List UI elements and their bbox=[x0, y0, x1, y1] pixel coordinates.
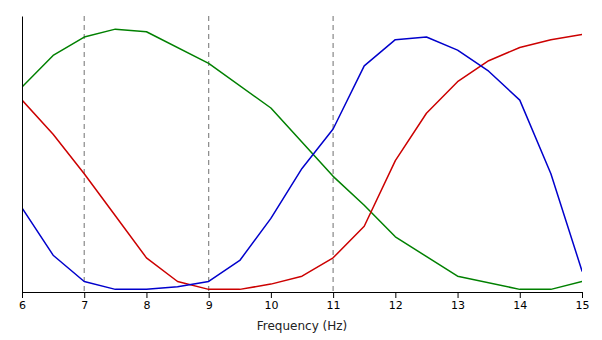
tick-label: 10 bbox=[264, 299, 278, 312]
tick-mark bbox=[582, 292, 583, 298]
y-axis bbox=[22, 17, 23, 293]
tick: 14 bbox=[513, 292, 527, 312]
tick-label: 15 bbox=[576, 299, 590, 312]
tick: 13 bbox=[451, 292, 465, 312]
tick-label: 6 bbox=[19, 299, 26, 312]
reference-line bbox=[333, 16, 334, 292]
tick-mark bbox=[22, 292, 23, 298]
tick-mark bbox=[209, 292, 210, 298]
tick-mark bbox=[271, 292, 272, 298]
axis-line bbox=[22, 17, 23, 293]
tick-label: 11 bbox=[327, 299, 341, 312]
x-axis: 6 7 8 9 10 11 12 13 14 15 bbox=[19, 292, 590, 312]
tick-mark bbox=[458, 292, 459, 298]
tick-label: 7 bbox=[81, 299, 88, 312]
tick-mark bbox=[333, 292, 334, 298]
tick: 9 bbox=[206, 292, 213, 312]
tick: 6 bbox=[19, 292, 26, 312]
chart-container: 6 7 8 9 10 11 12 13 14 15 Frequency (Hz) bbox=[0, 0, 602, 340]
tick-label: 9 bbox=[206, 299, 213, 312]
tick-label: 13 bbox=[451, 299, 465, 312]
tick-label: 8 bbox=[143, 299, 150, 312]
reference-line bbox=[208, 16, 209, 292]
tick: 15 bbox=[576, 292, 590, 312]
tick-label: 12 bbox=[389, 299, 403, 312]
chart-svg: 6 7 8 9 10 11 12 13 14 15 Frequency (Hz) bbox=[0, 0, 602, 340]
tick-mark bbox=[84, 292, 85, 298]
tick: 7 bbox=[81, 292, 88, 312]
tick-mark bbox=[520, 292, 521, 298]
plot-area: 6 7 8 9 10 11 12 13 14 15 Frequency (Hz) bbox=[19, 16, 590, 333]
axis-line bbox=[23, 292, 583, 293]
line-series bbox=[22, 29, 582, 289]
tick: 8 bbox=[143, 292, 150, 312]
tick-label: 14 bbox=[513, 299, 527, 312]
tick-mark bbox=[146, 292, 147, 298]
marks bbox=[22, 16, 582, 292]
reference-line bbox=[84, 16, 85, 292]
tick: 10 bbox=[264, 292, 278, 312]
x-axis-title: Frequency (Hz) bbox=[257, 319, 348, 333]
line-series bbox=[22, 37, 582, 289]
line-series bbox=[22, 34, 582, 289]
tick: 12 bbox=[389, 292, 403, 312]
tick: 11 bbox=[327, 292, 341, 312]
tick-mark bbox=[395, 292, 396, 298]
